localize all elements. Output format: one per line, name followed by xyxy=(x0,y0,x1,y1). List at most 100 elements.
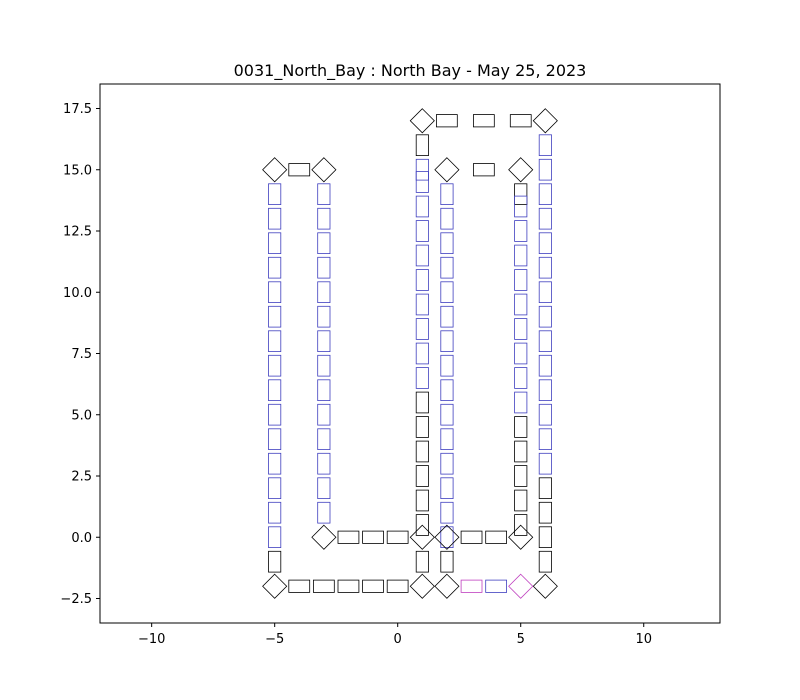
data-marker-horizontal-rectangle xyxy=(288,163,311,177)
plot-area-frame xyxy=(99,83,721,624)
data-marker-vertical-rectangle xyxy=(440,232,454,255)
data-marker-vertical-rectangle xyxy=(440,354,454,377)
data-marker-diamond xyxy=(409,108,435,134)
data-marker-vertical-rectangle xyxy=(514,514,528,536)
data-marker-vertical-rectangle xyxy=(538,526,552,548)
data-marker-vertical-rectangle xyxy=(538,379,552,401)
data-marker-vertical-rectangle xyxy=(440,183,454,206)
data-marker-vertical-rectangle xyxy=(415,158,429,181)
data-marker-vertical-rectangle xyxy=(317,501,331,524)
data-marker-vertical-rectangle xyxy=(415,514,429,536)
data-marker-vertical-rectangle xyxy=(538,158,552,181)
y-tick-label: 7.5 xyxy=(71,347,92,362)
data-marker-vertical-rectangle xyxy=(514,367,528,389)
data-marker-horizontal-rectangle xyxy=(460,530,483,544)
data-marker-vertical-rectangle xyxy=(440,379,454,401)
data-marker-vertical-rectangle xyxy=(514,269,528,291)
data-marker-vertical-rectangle xyxy=(538,134,552,157)
data-marker-horizontal-rectangle xyxy=(362,579,384,593)
data-marker-horizontal-rectangle xyxy=(337,579,360,593)
data-marker-vertical-rectangle xyxy=(514,489,528,512)
data-marker-vertical-rectangle xyxy=(268,354,282,377)
data-marker-diamond xyxy=(532,573,558,599)
data-marker-diamond xyxy=(508,524,534,550)
data-marker-vertical-rectangle xyxy=(317,232,331,255)
y-tick-label: 5.0 xyxy=(71,408,92,423)
data-marker-vertical-rectangle xyxy=(268,207,282,230)
data-marker-vertical-rectangle xyxy=(415,134,429,157)
data-marker-vertical-rectangle xyxy=(415,465,429,487)
data-marker-horizontal-rectangle xyxy=(312,579,335,593)
data-marker-vertical-rectangle xyxy=(268,183,282,206)
data-marker-vertical-rectangle xyxy=(538,354,552,377)
data-marker-vertical-rectangle xyxy=(514,416,528,438)
data-marker-diamond xyxy=(508,573,534,599)
data-marker-vertical-rectangle xyxy=(514,440,528,463)
y-tick-label: 10.0 xyxy=(63,286,92,301)
data-marker-vertical-rectangle xyxy=(268,452,282,475)
data-marker-vertical-rectangle xyxy=(317,452,331,475)
data-marker-vertical-rectangle xyxy=(317,207,331,230)
data-marker-vertical-rectangle xyxy=(317,305,331,328)
data-marker-vertical-rectangle xyxy=(415,244,429,267)
data-marker-vertical-rectangle xyxy=(538,428,552,450)
data-marker-vertical-rectangle xyxy=(268,330,282,352)
x-tick-label: 0 xyxy=(394,632,402,647)
data-marker-vertical-rectangle xyxy=(440,207,454,230)
data-marker-vertical-rectangle xyxy=(538,330,552,352)
data-marker-vertical-rectangle xyxy=(440,428,454,450)
data-marker-vertical-rectangle xyxy=(317,428,331,450)
data-marker-vertical-rectangle xyxy=(317,330,331,352)
data-marker-vertical-rectangle xyxy=(538,477,552,499)
data-marker-vertical-rectangle xyxy=(514,465,528,487)
data-marker-vertical-rectangle xyxy=(440,305,454,328)
data-marker-diamond xyxy=(262,573,288,599)
data-marker-diamond xyxy=(532,108,558,134)
data-marker-vertical-rectangle xyxy=(317,354,331,377)
x-tick-label: −5 xyxy=(265,632,284,647)
y-tick-label: −2.5 xyxy=(60,592,92,607)
marks-layer xyxy=(262,108,558,599)
data-marker-horizontal-rectangle xyxy=(472,163,495,177)
data-marker-vertical-rectangle xyxy=(415,489,429,512)
data-marker-vertical-rectangle xyxy=(538,232,552,255)
data-marker-vertical-rectangle xyxy=(317,477,331,499)
data-marker-vertical-rectangle xyxy=(538,452,552,475)
data-marker-vertical-rectangle xyxy=(538,403,552,426)
data-marker-vertical-rectangle xyxy=(514,195,528,218)
data-marker-vertical-rectangle xyxy=(538,256,552,279)
data-marker-vertical-rectangle xyxy=(415,195,429,218)
data-marker-diamond xyxy=(409,573,435,599)
data-marker-vertical-rectangle xyxy=(538,501,552,524)
data-marker-vertical-rectangle xyxy=(514,318,528,340)
data-marker-diamond xyxy=(434,157,460,183)
data-marker-vertical-rectangle xyxy=(538,207,552,230)
data-marker-vertical-rectangle xyxy=(538,281,552,303)
data-marker-horizontal-rectangle xyxy=(288,579,311,593)
data-marker-vertical-rectangle xyxy=(268,526,282,548)
data-marker-horizontal-rectangle xyxy=(386,530,409,544)
data-marker-vertical-rectangle xyxy=(514,244,528,267)
data-marker-vertical-rectangle xyxy=(440,477,454,499)
data-marker-horizontal-rectangle xyxy=(485,579,508,593)
y-tick-label: 15.0 xyxy=(63,163,92,178)
data-marker-vertical-rectangle xyxy=(415,416,429,438)
data-marker-diamond xyxy=(508,157,534,183)
data-marker-horizontal-rectangle xyxy=(362,530,384,544)
data-marker-vertical-rectangle xyxy=(514,342,528,365)
data-marker-vertical-rectangle xyxy=(268,305,282,328)
data-marker-vertical-rectangle xyxy=(514,220,528,242)
data-marker-vertical-rectangle xyxy=(415,220,429,242)
data-marker-vertical-rectangle xyxy=(440,403,454,426)
data-marker-vertical-rectangle xyxy=(440,256,454,279)
x-tick-label: 10 xyxy=(635,632,652,647)
data-marker-vertical-rectangle xyxy=(415,293,429,316)
data-marker-vertical-rectangle xyxy=(415,342,429,365)
data-marker-vertical-rectangle xyxy=(268,550,282,573)
data-marker-vertical-rectangle xyxy=(415,550,429,573)
data-marker-vertical-rectangle xyxy=(538,183,552,206)
data-marker-vertical-rectangle xyxy=(538,305,552,328)
data-marker-diamond xyxy=(311,524,337,550)
